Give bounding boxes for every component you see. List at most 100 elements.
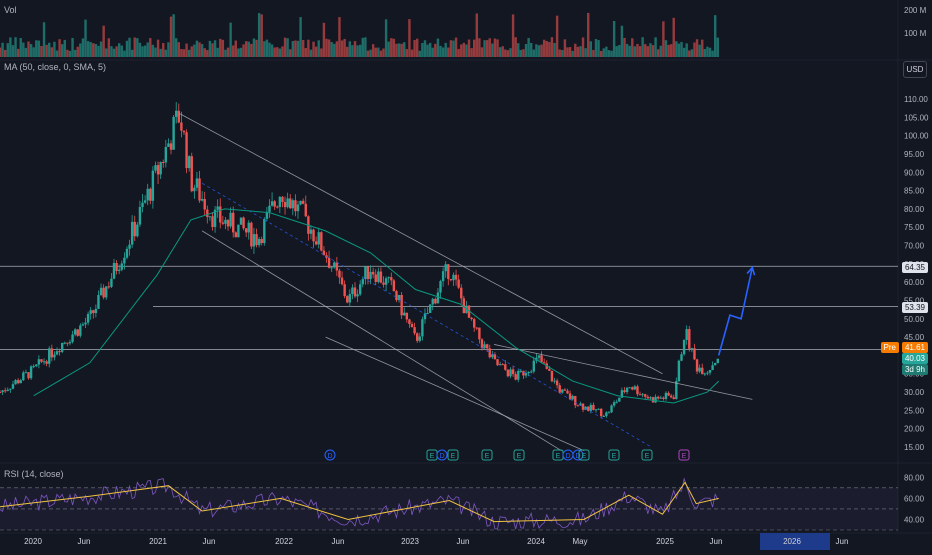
volume-bar bbox=[444, 42, 447, 57]
volume-bar bbox=[260, 14, 263, 58]
candle-body bbox=[618, 397, 621, 402]
candle-body bbox=[182, 130, 186, 133]
volume-bar bbox=[716, 37, 719, 57]
candle-body bbox=[156, 165, 160, 175]
candle-body bbox=[11, 384, 15, 389]
volume-bar bbox=[162, 43, 165, 57]
candle-body bbox=[356, 294, 359, 297]
event-marker bbox=[447, 449, 459, 461]
volume-bar bbox=[115, 46, 118, 57]
price-tick-label: 50.00 bbox=[904, 315, 925, 324]
candle-body bbox=[133, 221, 136, 237]
volume-bar bbox=[413, 39, 416, 57]
dashed-trendline bbox=[201, 182, 652, 448]
candle-body bbox=[664, 392, 668, 399]
candle-body bbox=[677, 360, 681, 382]
candle-body bbox=[390, 277, 393, 281]
volume-bar bbox=[304, 48, 307, 57]
candle-body bbox=[568, 393, 572, 400]
volume-bar bbox=[219, 38, 222, 57]
candle-body bbox=[312, 229, 315, 242]
candle-body bbox=[693, 348, 696, 360]
volume-bar bbox=[79, 43, 82, 57]
currency-button[interactable]: USD bbox=[903, 61, 927, 78]
candle-body bbox=[457, 279, 460, 288]
candle-body bbox=[654, 396, 657, 403]
volume-bar bbox=[175, 38, 178, 57]
volume-bar bbox=[50, 47, 54, 57]
candle-body bbox=[649, 397, 652, 399]
volume-bar bbox=[232, 45, 235, 57]
volume-bar bbox=[330, 42, 333, 57]
rsi-ma-line bbox=[0, 481, 719, 523]
candle-body bbox=[162, 162, 165, 164]
candle-body bbox=[695, 359, 699, 372]
candle-body bbox=[29, 366, 33, 379]
candle-body bbox=[268, 205, 271, 212]
volume-bar bbox=[182, 49, 186, 57]
candle-body bbox=[164, 146, 168, 163]
price-tick-label: 45.00 bbox=[904, 333, 925, 342]
volume-bar bbox=[599, 50, 603, 57]
volume-bar bbox=[574, 43, 577, 57]
candle-body bbox=[45, 361, 48, 364]
volume-bar bbox=[42, 22, 46, 58]
candle-body bbox=[296, 204, 300, 212]
event-marker bbox=[436, 449, 448, 461]
candle-body bbox=[540, 355, 543, 363]
candle-body bbox=[255, 234, 258, 246]
candle-body bbox=[86, 313, 90, 323]
candle-body bbox=[35, 364, 38, 367]
volume-bar bbox=[568, 47, 572, 57]
volume-bar bbox=[436, 38, 440, 57]
candle-body bbox=[587, 406, 590, 411]
candle-body bbox=[519, 370, 523, 372]
volume-bar bbox=[517, 43, 520, 57]
candle-body bbox=[309, 229, 313, 234]
volume-bar bbox=[649, 43, 652, 57]
candle-body bbox=[242, 217, 245, 229]
volume-bar bbox=[255, 39, 258, 57]
volume-bar bbox=[250, 43, 253, 57]
event-marker-letter: E bbox=[517, 453, 522, 460]
volume-bar bbox=[612, 20, 616, 57]
candle-body bbox=[48, 348, 51, 364]
volume-bar bbox=[371, 44, 375, 57]
candle-body bbox=[60, 342, 64, 352]
candle-body bbox=[371, 271, 375, 275]
volume-bar bbox=[325, 38, 328, 57]
volume-bar bbox=[675, 41, 678, 57]
volume-bar bbox=[677, 43, 681, 57]
candle-body bbox=[633, 386, 637, 390]
volume-bar bbox=[511, 14, 515, 57]
volume-bar bbox=[19, 38, 22, 57]
volume-bar bbox=[369, 49, 372, 57]
volume-bar bbox=[530, 42, 533, 57]
ma50-line bbox=[33, 208, 720, 404]
candle-body bbox=[589, 404, 593, 411]
volume-bar bbox=[693, 42, 696, 57]
volume-bar bbox=[84, 19, 87, 58]
volume-bar bbox=[48, 42, 51, 57]
candle-body bbox=[493, 354, 497, 360]
volume-bar bbox=[576, 46, 580, 57]
price-tick-label: 95.00 bbox=[904, 150, 925, 159]
time-tick-label: 2021 bbox=[149, 537, 167, 546]
candle-body bbox=[524, 373, 528, 376]
price-tick-label: 30.00 bbox=[904, 388, 925, 397]
volume-bar bbox=[24, 47, 28, 57]
volume-bar bbox=[682, 47, 686, 57]
candle-body bbox=[615, 401, 618, 403]
candle-body bbox=[16, 380, 20, 384]
volume-bar bbox=[63, 39, 66, 57]
event-marker bbox=[572, 449, 584, 461]
candle-body bbox=[672, 397, 675, 400]
volume-bar bbox=[3, 49, 7, 57]
candle-body bbox=[107, 286, 111, 288]
event-marker bbox=[324, 449, 336, 461]
volume-bar bbox=[408, 19, 411, 57]
volume-bar bbox=[213, 40, 217, 57]
last-price-tag: 40.03 bbox=[901, 353, 928, 364]
